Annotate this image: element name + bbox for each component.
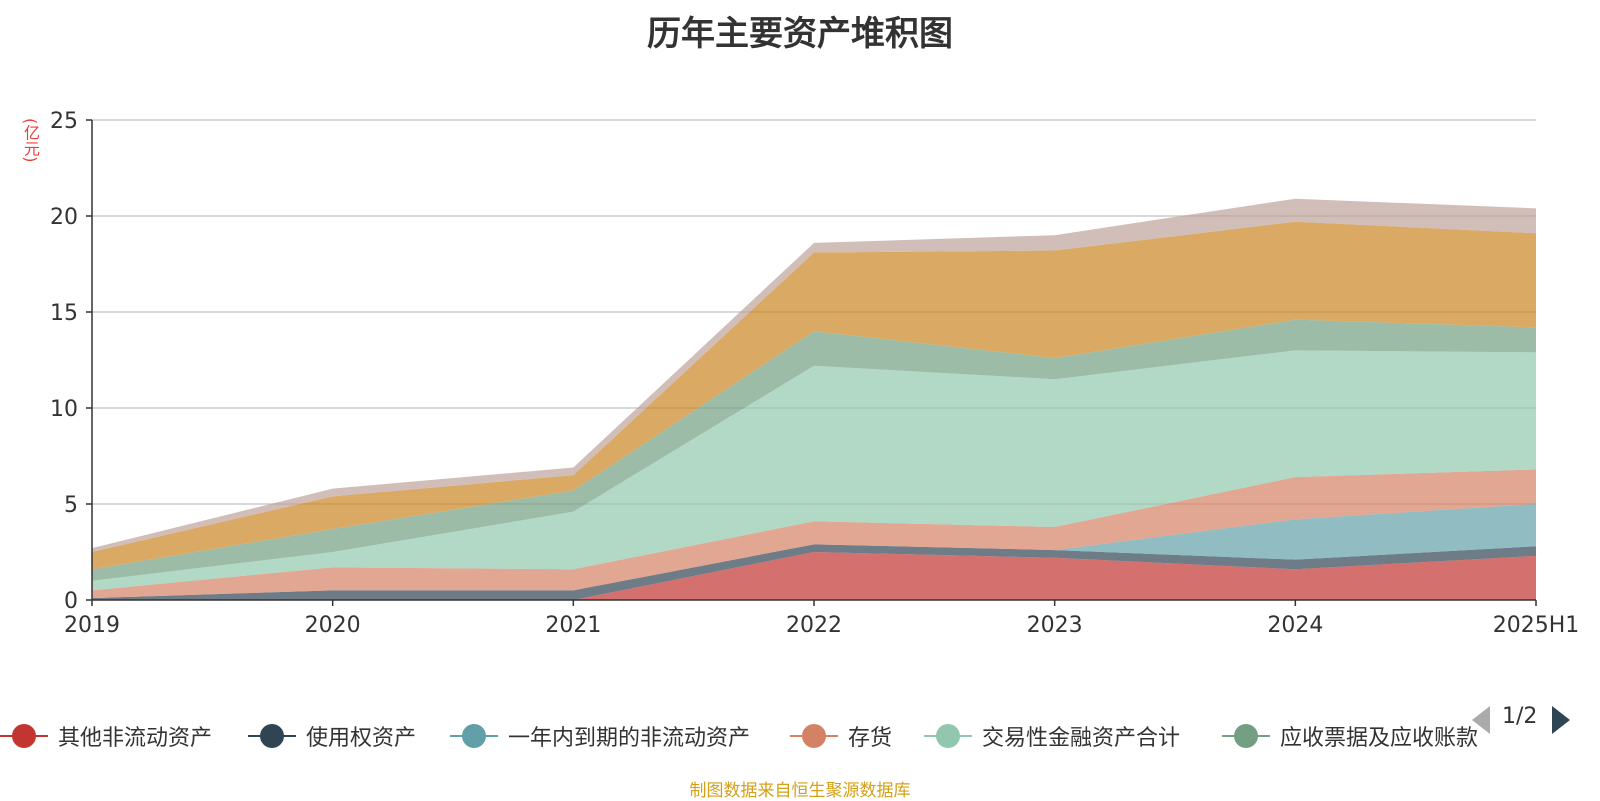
legend-item[interactable]: 使用权资产: [248, 716, 416, 756]
x-tick-label: 2019: [64, 613, 120, 638]
legend-label: 交易性金融资产合计: [982, 726, 1181, 751]
y-axis-unit-label: (亿元): [21, 118, 40, 163]
legend-label: 一年内到期的非流动资产: [508, 726, 751, 751]
legend-item[interactable]: 存货: [790, 716, 892, 756]
legend-marker-icon: [1222, 722, 1270, 750]
series-area-4: [92, 469, 1536, 599]
x-tick-label: 2020: [305, 613, 361, 638]
series-area-3: [92, 504, 1536, 599]
x-tick-label: 2021: [545, 613, 601, 638]
legend-item[interactable]: 一年内到期的非流动资产: [450, 716, 750, 756]
legend-marker-icon: [450, 722, 498, 750]
legend-label: 其他非流动资产: [58, 726, 213, 751]
y-tick-label: 0: [64, 589, 78, 614]
data-source-note: 制图数据来自恒生聚源数据库: [689, 781, 911, 801]
y-tick-label: 10: [50, 397, 78, 422]
legend-marker-icon: [0, 722, 48, 750]
legend-item[interactable]: 其他非流动资产: [0, 716, 212, 756]
series-area-5: [92, 350, 1536, 591]
y-tick-label: 15: [50, 301, 78, 326]
y-tick-label: 20: [50, 205, 78, 230]
stacked-area-chart: 0 5 10 15 20 25 2019 2020 2021 2022 2023 2024 2025H1: [50, 109, 1580, 638]
x-tick-label: 2024: [1267, 613, 1323, 638]
x-tick-label: 2025H1: [1493, 613, 1580, 638]
series-area-7: [92, 221, 1536, 570]
legend-label: 存货: [848, 726, 893, 751]
chart-legend: 其他非流动资产 使用权资产 一年内到期的非流动资产 存货 交易性金融资产合计 应收票据及应…: [0, 716, 1480, 756]
series-area-2: [92, 544, 1536, 600]
legend-item[interactable]: 交易性金融资产合计: [924, 716, 1180, 756]
legend-item[interactable]: 应收票据及应收账款: [1222, 716, 1478, 756]
chart-title: 历年主要资产堆积图: [647, 14, 953, 54]
legend-label: 应收票据及应收账款: [1280, 726, 1479, 751]
legend-page-indicator: 1/2: [1502, 704, 1538, 729]
legend-label: 使用权资产: [306, 726, 417, 751]
y-tick-label: 25: [50, 109, 78, 134]
legend-pager: 1/2: [1472, 704, 1600, 740]
series-area-8: [92, 198, 1536, 552]
legend-next-page-icon[interactable]: [1552, 706, 1570, 734]
legend-marker-icon: [924, 722, 972, 750]
legend-prev-page-icon[interactable]: [1472, 706, 1490, 734]
series-area-1: [92, 552, 1536, 600]
x-tick-label: 2023: [1027, 613, 1083, 638]
series-area-6: [92, 319, 1536, 581]
x-tick-label: 2022: [786, 613, 842, 638]
legend-marker-icon: [248, 722, 296, 750]
y-tick-label: 5: [64, 493, 78, 518]
legend-marker-icon: [790, 722, 838, 750]
